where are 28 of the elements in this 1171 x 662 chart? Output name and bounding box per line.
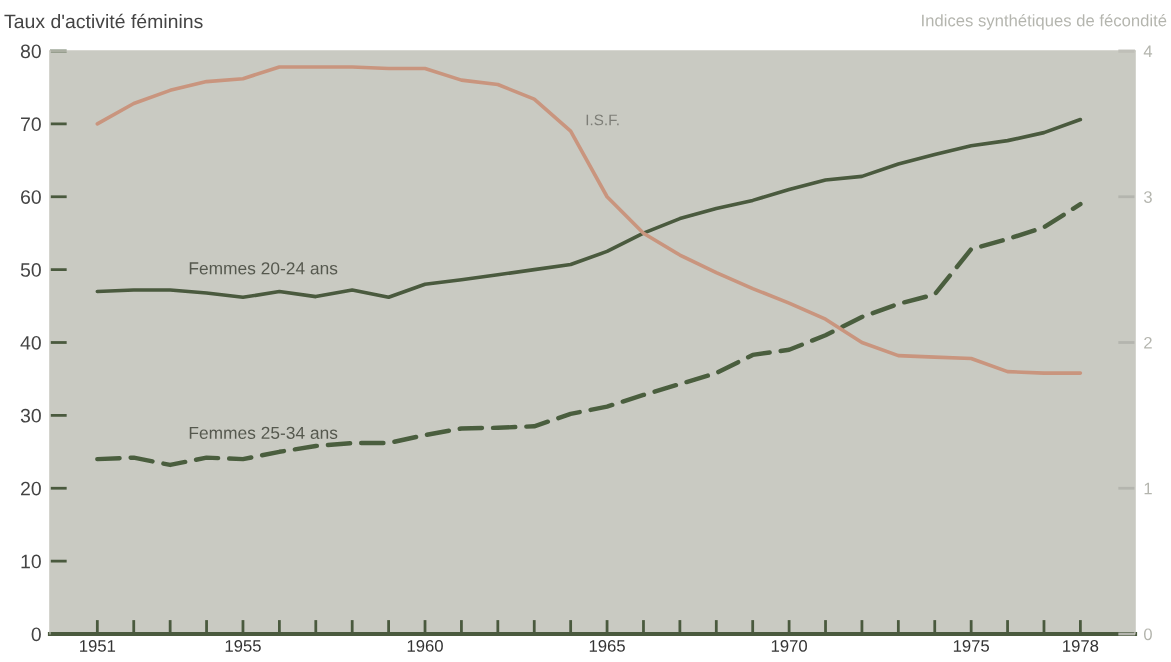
x-tick-label: 1970 — [771, 640, 807, 652]
y-tick-label: 40 — [20, 335, 41, 350]
y-tick-label: 80 — [20, 44, 41, 59]
series-label: I.S.F. — [586, 114, 619, 126]
y2-tick-label: 3 — [1143, 191, 1152, 203]
series-label: Femmes 25-34 ans — [189, 426, 338, 439]
series-label: Femmes 20-24 ans — [189, 262, 338, 275]
y-tick-label: 10 — [21, 554, 41, 569]
y-tick-label: 30 — [20, 408, 41, 423]
y2-tick-label: 1 — [1144, 482, 1152, 495]
x-tick-label: 1951 — [80, 640, 116, 652]
line-series — [95, 65, 1083, 375]
x-tick-label: 1955 — [225, 640, 261, 652]
y2-tick-label: 4 — [1143, 45, 1153, 58]
y2-axis-title: Indices synthétiques de fécondité — [922, 14, 1167, 30]
y-tick-label: 70 — [21, 117, 41, 132]
y-tick-label: 20 — [21, 481, 41, 496]
line-series — [95, 201, 1083, 468]
y2-tick-label: 2 — [1144, 336, 1152, 349]
y-axis-title: Taux d'activité féminins — [4, 13, 203, 29]
x-tick-label: 1960 — [407, 640, 443, 652]
y-tick-label: 50 — [20, 263, 41, 277]
x-tick-label: 1978 — [1063, 640, 1099, 652]
y2-tick-label: 0 — [1143, 628, 1152, 641]
y-tick-label: 60 — [21, 190, 41, 204]
y-tick-label: 0 — [31, 627, 41, 642]
x-tick-label: 1975 — [953, 640, 989, 652]
x-tick-label: 1965 — [589, 640, 625, 652]
